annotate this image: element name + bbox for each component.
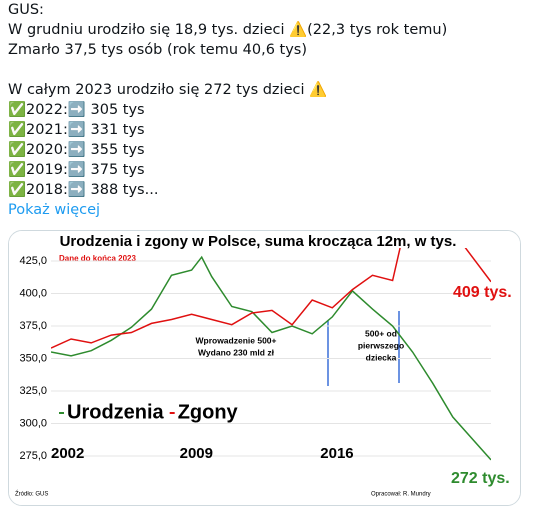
end-label: 272 tys. [451,470,510,487]
y-tick-label: 425,0 [19,255,47,267]
tweet-line: ✅2021:➡️ 331 tys [8,122,145,138]
tweet-line: Zmarło 37,5 tys osób (rok temu 40,6 tys) [8,42,308,58]
chart: Urodzenia i zgony w Polsce, suma krocząc… [9,231,520,505]
background [9,231,520,505]
annotation: Wydano 230 mld zł [198,347,275,357]
y-tick-label: 375,0 [19,320,47,332]
x-tick-label: 2016 [320,445,353,462]
source: Źródło: GUS [15,491,48,498]
y-tick-label: 400,0 [19,287,47,299]
series-line [51,248,491,349]
tweet-line: ✅2019:➡️ 375 tys [8,162,145,178]
subtitle: Dane do końca 2023 [59,254,136,263]
tweet-line: GUS: [8,2,44,18]
y-tick-label: 325,0 [19,385,47,397]
annotation: 500+ od [365,328,397,338]
series-line [51,255,491,461]
legend-label: Zgony [178,401,239,423]
x-tick-label: 2002 [51,445,84,462]
legend-label: Urodzenia [67,401,165,423]
tweet-line: W całym 2023 urodziło się 272 tys dzieci… [8,82,328,98]
tweet-line: ✅2020:➡️ 355 tys [8,142,145,158]
annotation: dziecka [366,352,397,362]
tweet-image[interactable]: Urodzenia i zgony w Polsce, suma krocząc… [8,230,521,506]
tweet-line: ✅2018:➡️ 388 tys... [8,182,159,198]
show-more-link[interactable]: Pokaż więcej [8,202,101,218]
y-tick-label: 300,0 [19,417,47,429]
tweet-line: W grudniu urodziło się 18,9 tys. dzieci … [8,22,448,38]
author: Opracował: R. Mundry [371,492,431,498]
chart-title: Urodzenia i zgony w Polsce, suma krocząc… [60,233,457,250]
tweet-line: ✅2022:➡️ 305 tys [8,102,145,118]
y-tick-label: 350,0 [19,352,47,364]
x-tick-label: 2009 [180,445,213,462]
end-label: 409 tys. [453,284,512,301]
annotation: pierwszego [358,340,404,350]
y-tick-label: 275,0 [19,450,47,462]
annotation: Wprowadzenie 500+ [195,335,276,345]
